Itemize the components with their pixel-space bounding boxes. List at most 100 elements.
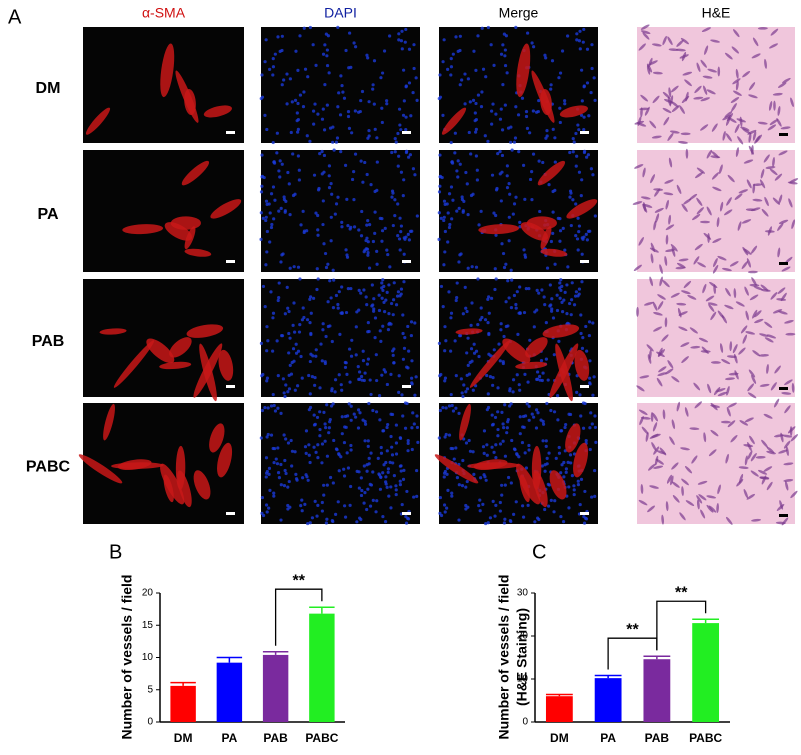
nucleus bbox=[466, 505, 470, 509]
nucleus bbox=[584, 232, 588, 236]
cell bbox=[754, 135, 761, 144]
cell bbox=[638, 43, 646, 51]
nucleus bbox=[455, 209, 459, 213]
nucleus bbox=[537, 374, 542, 379]
cell bbox=[675, 48, 686, 52]
nucleus bbox=[463, 285, 467, 289]
cell bbox=[791, 219, 796, 230]
micrograph bbox=[437, 148, 598, 272]
nucleus bbox=[559, 288, 563, 293]
nucleus bbox=[581, 426, 586, 430]
cell bbox=[748, 94, 758, 99]
nucleus bbox=[457, 411, 461, 415]
nucleus bbox=[550, 307, 554, 311]
nucleus bbox=[299, 223, 303, 227]
nucleus bbox=[521, 504, 525, 508]
nucleus bbox=[527, 443, 531, 448]
nucleus bbox=[558, 281, 562, 285]
cell bbox=[764, 321, 773, 328]
nucleus bbox=[265, 250, 269, 254]
cell bbox=[780, 432, 784, 443]
nucleus bbox=[333, 390, 337, 394]
nucleus bbox=[316, 233, 320, 237]
cell bbox=[668, 87, 672, 98]
nucleus bbox=[543, 53, 547, 57]
nucleus bbox=[490, 173, 495, 177]
nucleus bbox=[280, 83, 284, 87]
nucleus bbox=[593, 468, 597, 473]
nucleus bbox=[496, 434, 500, 438]
nucleus bbox=[585, 349, 589, 353]
nucleus bbox=[394, 140, 398, 144]
nucleus bbox=[259, 237, 263, 241]
nucleus bbox=[416, 440, 420, 444]
nucleus bbox=[373, 210, 377, 214]
cell bbox=[766, 363, 769, 374]
nucleus bbox=[451, 446, 455, 451]
nucleus bbox=[465, 309, 469, 314]
nucleus bbox=[544, 357, 549, 361]
nucleus bbox=[393, 214, 397, 218]
nucleus bbox=[475, 168, 479, 172]
nucleus bbox=[264, 199, 269, 203]
cell bbox=[661, 334, 669, 342]
cell bbox=[722, 114, 732, 121]
nucleus bbox=[283, 209, 287, 213]
nucleus bbox=[327, 71, 331, 75]
nucleus bbox=[329, 239, 333, 243]
nucleus bbox=[316, 443, 320, 447]
nucleus bbox=[276, 374, 280, 378]
nucleus bbox=[377, 293, 381, 297]
nucleus bbox=[365, 53, 369, 57]
nucleus bbox=[493, 287, 497, 292]
nucleus bbox=[352, 412, 356, 416]
nucleus bbox=[260, 95, 265, 99]
nucleus bbox=[364, 247, 369, 251]
nucleus bbox=[524, 114, 529, 119]
nucleus bbox=[481, 445, 486, 449]
nucleus bbox=[457, 518, 461, 522]
cell bbox=[785, 332, 796, 336]
nucleus bbox=[544, 439, 548, 443]
cell bbox=[680, 342, 690, 347]
nucleus bbox=[500, 170, 504, 174]
nucleus bbox=[296, 118, 300, 122]
nucleus bbox=[302, 315, 306, 320]
nucleus bbox=[361, 349, 365, 353]
nucleus bbox=[402, 280, 406, 284]
nucleus bbox=[382, 463, 386, 467]
cell bbox=[682, 71, 693, 76]
nucleus bbox=[568, 453, 573, 457]
nucleus bbox=[343, 365, 348, 370]
nucleus bbox=[494, 456, 498, 460]
nucleus bbox=[318, 152, 322, 156]
cell bbox=[752, 198, 763, 202]
nucleus bbox=[329, 215, 333, 219]
nucleus bbox=[550, 309, 554, 313]
nucleus bbox=[282, 197, 286, 202]
nucleus bbox=[460, 484, 465, 488]
nucleus bbox=[478, 498, 482, 502]
scale-bar bbox=[226, 131, 235, 134]
cell bbox=[764, 337, 774, 343]
nucleus bbox=[343, 163, 348, 167]
cell bbox=[683, 198, 692, 205]
nucleus bbox=[514, 500, 518, 504]
cell bbox=[706, 89, 716, 95]
nucleus bbox=[406, 441, 410, 445]
nucleus bbox=[494, 213, 498, 218]
nucleus bbox=[380, 106, 384, 110]
nucleus bbox=[274, 457, 278, 461]
nucleus bbox=[265, 325, 269, 329]
nucleus bbox=[404, 150, 409, 155]
cell bbox=[702, 75, 713, 79]
cell bbox=[647, 463, 656, 471]
nucleus bbox=[445, 472, 449, 476]
nucleus bbox=[339, 383, 343, 387]
cell bbox=[746, 179, 752, 189]
cell bbox=[717, 484, 721, 495]
nucleus bbox=[583, 489, 587, 494]
nucleus bbox=[593, 214, 597, 218]
nucleus bbox=[394, 492, 398, 497]
nucleus bbox=[343, 515, 348, 519]
